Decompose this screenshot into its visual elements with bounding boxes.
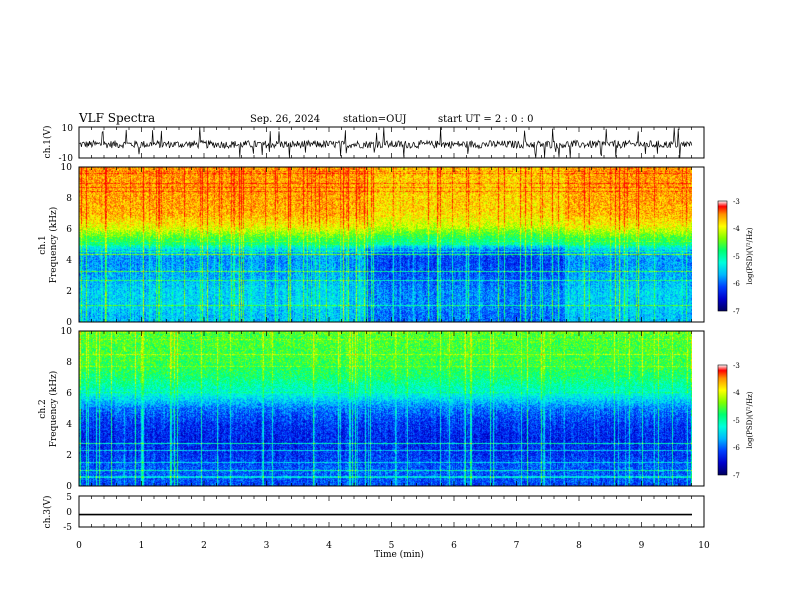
ch1-waveform-ylabel: ch.1(V) — [42, 126, 53, 159]
ch3-ytick-bottom: -5 — [63, 523, 72, 533]
ch2-spectrogram-ticks — [78, 331, 705, 486]
header-date: Sep. 26, 2024 — [250, 114, 320, 125]
ch2-cb-tick-m4: -4 — [733, 389, 740, 397]
ch2-ytick-0: 0 — [66, 482, 72, 492]
header-station: station=OUJ — [343, 114, 407, 125]
ch1-ytick-6: 6 — [66, 225, 72, 235]
ch3-waveform-ticks — [78, 496, 705, 527]
ch2-cb-tick-m5: -5 — [733, 417, 740, 425]
ch1-colorbar-scale — [717, 200, 728, 312]
ch1-colorbar: -3 -4 -5 -6 -7 log(PSD)(V²/Hz) — [717, 198, 754, 316]
ch2-cb-tick-m6: -6 — [733, 444, 740, 452]
header-start-time: start UT = 2 : 0 : 0 — [438, 114, 533, 125]
ch3-ytick-mid: 0 — [66, 508, 72, 518]
ch3-waveform-panel: 5 0 -5 ch.3(V) 0 1 2 3 4 5 6 7 8 9 10 Time (min) — [42, 493, 710, 560]
ch1-waveform-panel: 10 -10 ch.1(V) — [42, 124, 705, 164]
time-tick-label: 0 — [76, 541, 82, 551]
time-tick-label: 4 — [326, 541, 332, 551]
ch1-colorbar-label: log(PSD)(V²/Hz) — [746, 227, 754, 284]
ch1-ytick-top: 10 — [62, 124, 74, 134]
time-tick-label: 1 — [139, 541, 145, 551]
ch1-spectrogram-panel: 0 2 4 6 8 10 ch.1Frequency (kHz) — [38, 163, 705, 328]
ch1-ytick-bottom: -10 — [59, 154, 74, 164]
ch1-cb-tick-m3: -3 — [733, 198, 740, 206]
ch1-ytick-2: 2 — [66, 287, 72, 297]
ch1-waveform-line — [78, 127, 693, 159]
time-tick-label: 3 — [264, 541, 270, 551]
time-tick-label: 5 — [389, 541, 395, 551]
ch2-colorbar: -3 -4 -5 -6 -7 log(PSD)(V²/Hz) — [717, 362, 754, 480]
ch1-cb-tick-m4: -4 — [733, 225, 740, 233]
time-tick-label: 6 — [451, 541, 457, 551]
time-axis-label: Time (min) — [374, 549, 424, 560]
ch1-waveform-trace — [78, 127, 693, 159]
ch1-cb-tick-m6: -6 — [733, 280, 740, 288]
ch1-spectrogram-image — [79, 167, 692, 322]
ch2-cb-tick-m3: -3 — [733, 362, 740, 370]
ch2-cb-tick-m7: -7 — [733, 472, 740, 480]
time-tick-label: 10 — [698, 541, 710, 551]
ch1-ytick-4: 4 — [66, 256, 72, 266]
ch2-spectrogram-ylabel: ch.2Frequency (kHz) — [38, 371, 59, 448]
ch1-spectrogram-ticks — [78, 167, 705, 322]
time-tick-label: 9 — [639, 541, 645, 551]
ch2-ytick-10: 10 — [61, 327, 73, 337]
ch2-spectrogram-image — [79, 331, 692, 486]
time-tick-label: 8 — [576, 541, 582, 551]
ch2-colorbar-scale — [717, 364, 728, 476]
ch1-ytick-10: 10 — [61, 163, 73, 173]
ch2-ytick-2: 2 — [66, 451, 72, 461]
ch1-waveform-ticks — [78, 127, 705, 158]
ch3-ytick-top: 5 — [66, 493, 72, 503]
ch2-ytick-8: 8 — [66, 358, 72, 368]
time-tick-label: 7 — [514, 541, 520, 551]
time-axis-tick-labels: 0 1 2 3 4 5 6 7 8 9 10 — [76, 541, 710, 551]
ch1-cb-tick-m7: -7 — [733, 308, 740, 316]
ch1-spectrogram-ylabel: ch.1Frequency (kHz) — [38, 207, 59, 284]
ch1-cb-tick-m5: -5 — [733, 253, 740, 261]
figure-title: VLF Spectra — [78, 111, 155, 125]
ch1-ytick-0: 0 — [66, 318, 72, 328]
time-tick-label: 2 — [201, 541, 207, 551]
ch2-colorbar-label: log(PSD)(V²/Hz) — [746, 391, 754, 448]
ch2-ytick-6: 6 — [66, 389, 72, 399]
ch1-ytick-8: 8 — [66, 194, 72, 204]
ch3-waveform-ylabel: ch.3(V) — [42, 496, 53, 529]
ch2-spectrogram-panel: 0 2 4 6 8 10 ch.2Frequency (kHz) — [38, 327, 705, 492]
ch2-ytick-4: 4 — [66, 420, 72, 430]
